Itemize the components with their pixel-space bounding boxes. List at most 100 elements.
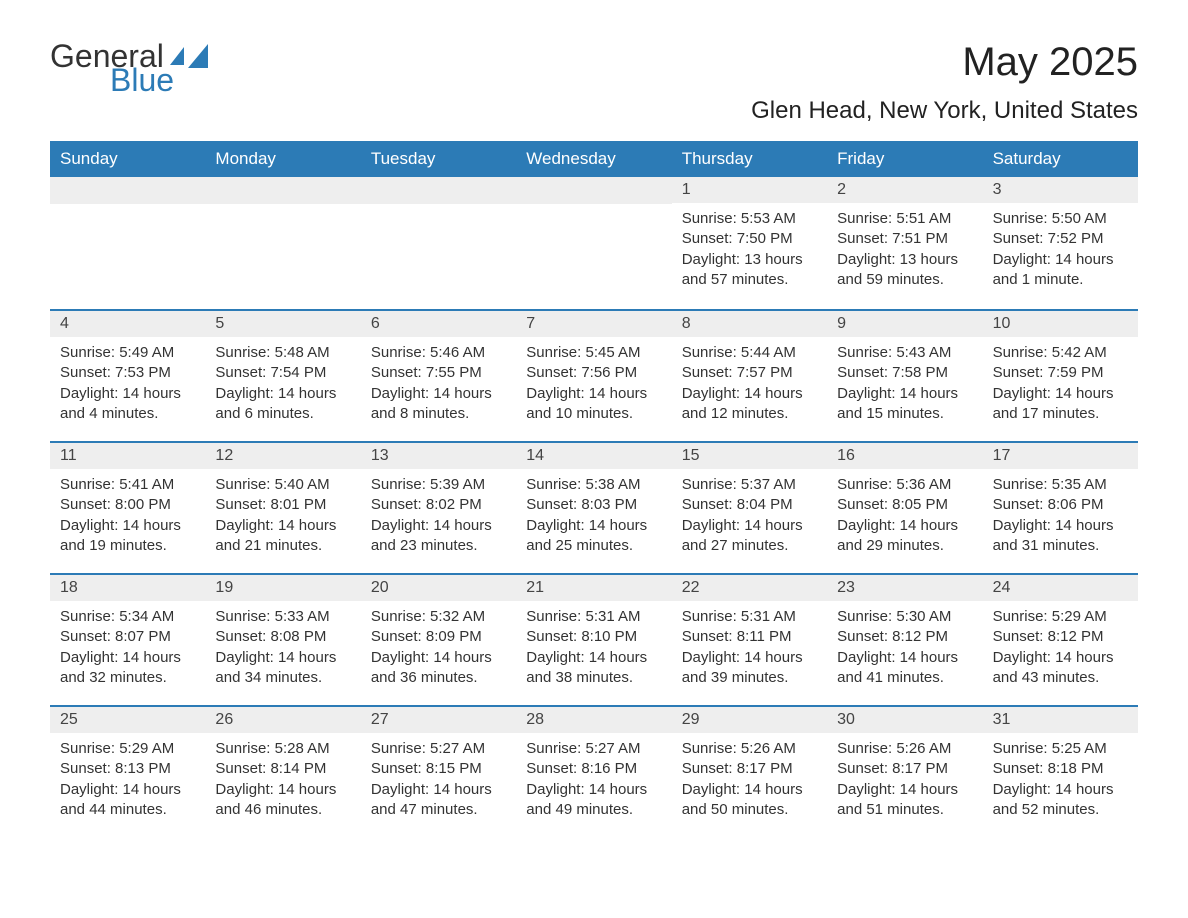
sunset-line: Sunset: 8:15 PM bbox=[371, 759, 506, 779]
day-number: 11 bbox=[50, 443, 205, 469]
title-block: May 2025 Glen Head, New York, United Sta… bbox=[751, 40, 1138, 125]
daylight-line: Daylight: 14 hours and 6 minutes. bbox=[215, 384, 350, 425]
weekday-header-cell: Wednesday bbox=[516, 141, 671, 177]
sunset-line: Sunset: 7:58 PM bbox=[837, 363, 972, 383]
calendar-day-cell: 12Sunrise: 5:40 AMSunset: 8:01 PMDayligh… bbox=[205, 443, 360, 573]
sunset-line: Sunset: 8:03 PM bbox=[526, 495, 661, 515]
daylight-line: Daylight: 13 hours and 57 minutes. bbox=[682, 250, 817, 291]
calendar-day-cell: 30Sunrise: 5:26 AMSunset: 8:17 PMDayligh… bbox=[827, 707, 982, 837]
day-number: 21 bbox=[516, 575, 671, 601]
calendar-week: 4Sunrise: 5:49 AMSunset: 7:53 PMDaylight… bbox=[50, 309, 1138, 441]
daylight-line: Daylight: 14 hours and 10 minutes. bbox=[526, 384, 661, 425]
sunset-line: Sunset: 8:02 PM bbox=[371, 495, 506, 515]
sunset-line: Sunset: 7:53 PM bbox=[60, 363, 195, 383]
weekday-header-cell: Monday bbox=[205, 141, 360, 177]
day-content: Sunrise: 5:46 AMSunset: 7:55 PMDaylight:… bbox=[361, 337, 516, 430]
day-content: Sunrise: 5:51 AMSunset: 7:51 PMDaylight:… bbox=[827, 203, 982, 296]
day-number: 13 bbox=[361, 443, 516, 469]
sunrise-line: Sunrise: 5:50 AM bbox=[993, 209, 1128, 229]
calendar-day-cell: 5Sunrise: 5:48 AMSunset: 7:54 PMDaylight… bbox=[205, 311, 360, 441]
sunrise-line: Sunrise: 5:37 AM bbox=[682, 475, 817, 495]
daylight-line: Daylight: 14 hours and 29 minutes. bbox=[837, 516, 972, 557]
day-number: 2 bbox=[827, 177, 982, 203]
day-number: 5 bbox=[205, 311, 360, 337]
daylight-line: Daylight: 14 hours and 25 minutes. bbox=[526, 516, 661, 557]
daylight-line: Daylight: 14 hours and 36 minutes. bbox=[371, 648, 506, 689]
calendar-day-cell: 7Sunrise: 5:45 AMSunset: 7:56 PMDaylight… bbox=[516, 311, 671, 441]
day-number: 19 bbox=[205, 575, 360, 601]
weekday-header-row: SundayMondayTuesdayWednesdayThursdayFrid… bbox=[50, 141, 1138, 177]
sunset-line: Sunset: 8:11 PM bbox=[682, 627, 817, 647]
calendar-day-cell: 1Sunrise: 5:53 AMSunset: 7:50 PMDaylight… bbox=[672, 177, 827, 309]
day-content: Sunrise: 5:28 AMSunset: 8:14 PMDaylight:… bbox=[205, 733, 360, 826]
sunset-line: Sunset: 8:16 PM bbox=[526, 759, 661, 779]
sunset-line: Sunset: 8:00 PM bbox=[60, 495, 195, 515]
daylight-line: Daylight: 13 hours and 59 minutes. bbox=[837, 250, 972, 291]
day-content: Sunrise: 5:37 AMSunset: 8:04 PMDaylight:… bbox=[672, 469, 827, 562]
sunset-line: Sunset: 8:04 PM bbox=[682, 495, 817, 515]
daylight-line: Daylight: 14 hours and 23 minutes. bbox=[371, 516, 506, 557]
sunrise-line: Sunrise: 5:40 AM bbox=[215, 475, 350, 495]
day-content: Sunrise: 5:25 AMSunset: 8:18 PMDaylight:… bbox=[983, 733, 1138, 826]
sunrise-line: Sunrise: 5:34 AM bbox=[60, 607, 195, 627]
day-content: Sunrise: 5:31 AMSunset: 8:10 PMDaylight:… bbox=[516, 601, 671, 694]
day-content: Sunrise: 5:49 AMSunset: 7:53 PMDaylight:… bbox=[50, 337, 205, 430]
brand-logo: General Blue bbox=[50, 40, 208, 96]
day-content: Sunrise: 5:43 AMSunset: 7:58 PMDaylight:… bbox=[827, 337, 982, 430]
calendar-day-cell: 13Sunrise: 5:39 AMSunset: 8:02 PMDayligh… bbox=[361, 443, 516, 573]
sunrise-line: Sunrise: 5:42 AM bbox=[993, 343, 1128, 363]
daylight-line: Daylight: 14 hours and 15 minutes. bbox=[837, 384, 972, 425]
calendar-day-cell: 11Sunrise: 5:41 AMSunset: 8:00 PMDayligh… bbox=[50, 443, 205, 573]
calendar-day-cell: 8Sunrise: 5:44 AMSunset: 7:57 PMDaylight… bbox=[672, 311, 827, 441]
calendar: SundayMondayTuesdayWednesdayThursdayFrid… bbox=[50, 141, 1138, 837]
day-content: Sunrise: 5:26 AMSunset: 8:17 PMDaylight:… bbox=[827, 733, 982, 826]
weekday-header-cell: Saturday bbox=[983, 141, 1138, 177]
day-content: Sunrise: 5:38 AMSunset: 8:03 PMDaylight:… bbox=[516, 469, 671, 562]
day-number: 20 bbox=[361, 575, 516, 601]
weekday-header-cell: Thursday bbox=[672, 141, 827, 177]
sunrise-line: Sunrise: 5:41 AM bbox=[60, 475, 195, 495]
sunrise-line: Sunrise: 5:36 AM bbox=[837, 475, 972, 495]
sunset-line: Sunset: 8:01 PM bbox=[215, 495, 350, 515]
calendar-day-cell: 17Sunrise: 5:35 AMSunset: 8:06 PMDayligh… bbox=[983, 443, 1138, 573]
daylight-line: Daylight: 14 hours and 43 minutes. bbox=[993, 648, 1128, 689]
day-content: Sunrise: 5:34 AMSunset: 8:07 PMDaylight:… bbox=[50, 601, 205, 694]
calendar-day-cell: 22Sunrise: 5:31 AMSunset: 8:11 PMDayligh… bbox=[672, 575, 827, 705]
sunset-line: Sunset: 8:14 PM bbox=[215, 759, 350, 779]
daylight-line: Daylight: 14 hours and 21 minutes. bbox=[215, 516, 350, 557]
calendar-day-cell: 6Sunrise: 5:46 AMSunset: 7:55 PMDaylight… bbox=[361, 311, 516, 441]
sunrise-line: Sunrise: 5:53 AM bbox=[682, 209, 817, 229]
daylight-line: Daylight: 14 hours and 34 minutes. bbox=[215, 648, 350, 689]
daylight-line: Daylight: 14 hours and 31 minutes. bbox=[993, 516, 1128, 557]
brand-text-blue: Blue bbox=[110, 64, 208, 96]
day-number: 31 bbox=[983, 707, 1138, 733]
day-content: Sunrise: 5:48 AMSunset: 7:54 PMDaylight:… bbox=[205, 337, 360, 430]
sunset-line: Sunset: 7:55 PM bbox=[371, 363, 506, 383]
day-content: Sunrise: 5:42 AMSunset: 7:59 PMDaylight:… bbox=[983, 337, 1138, 430]
sunset-line: Sunset: 7:57 PM bbox=[682, 363, 817, 383]
calendar-day-cell bbox=[516, 177, 671, 309]
sunrise-line: Sunrise: 5:39 AM bbox=[371, 475, 506, 495]
sunrise-line: Sunrise: 5:35 AM bbox=[993, 475, 1128, 495]
calendar-day-cell: 2Sunrise: 5:51 AMSunset: 7:51 PMDaylight… bbox=[827, 177, 982, 309]
calendar-day-cell bbox=[50, 177, 205, 309]
day-content: Sunrise: 5:44 AMSunset: 7:57 PMDaylight:… bbox=[672, 337, 827, 430]
sunset-line: Sunset: 8:13 PM bbox=[60, 759, 195, 779]
daylight-line: Daylight: 14 hours and 51 minutes. bbox=[837, 780, 972, 821]
day-number: 25 bbox=[50, 707, 205, 733]
day-content: Sunrise: 5:29 AMSunset: 8:12 PMDaylight:… bbox=[983, 601, 1138, 694]
day-content: Sunrise: 5:31 AMSunset: 8:11 PMDaylight:… bbox=[672, 601, 827, 694]
day-content: Sunrise: 5:35 AMSunset: 8:06 PMDaylight:… bbox=[983, 469, 1138, 562]
empty-day-number bbox=[361, 177, 516, 204]
daylight-line: Daylight: 14 hours and 49 minutes. bbox=[526, 780, 661, 821]
sunset-line: Sunset: 7:51 PM bbox=[837, 229, 972, 249]
day-content: Sunrise: 5:39 AMSunset: 8:02 PMDaylight:… bbox=[361, 469, 516, 562]
sunrise-line: Sunrise: 5:51 AM bbox=[837, 209, 972, 229]
day-number: 30 bbox=[827, 707, 982, 733]
calendar-day-cell: 9Sunrise: 5:43 AMSunset: 7:58 PMDaylight… bbox=[827, 311, 982, 441]
daylight-line: Daylight: 14 hours and 50 minutes. bbox=[682, 780, 817, 821]
daylight-line: Daylight: 14 hours and 8 minutes. bbox=[371, 384, 506, 425]
day-number: 9 bbox=[827, 311, 982, 337]
calendar-day-cell: 18Sunrise: 5:34 AMSunset: 8:07 PMDayligh… bbox=[50, 575, 205, 705]
sunrise-line: Sunrise: 5:26 AM bbox=[682, 739, 817, 759]
